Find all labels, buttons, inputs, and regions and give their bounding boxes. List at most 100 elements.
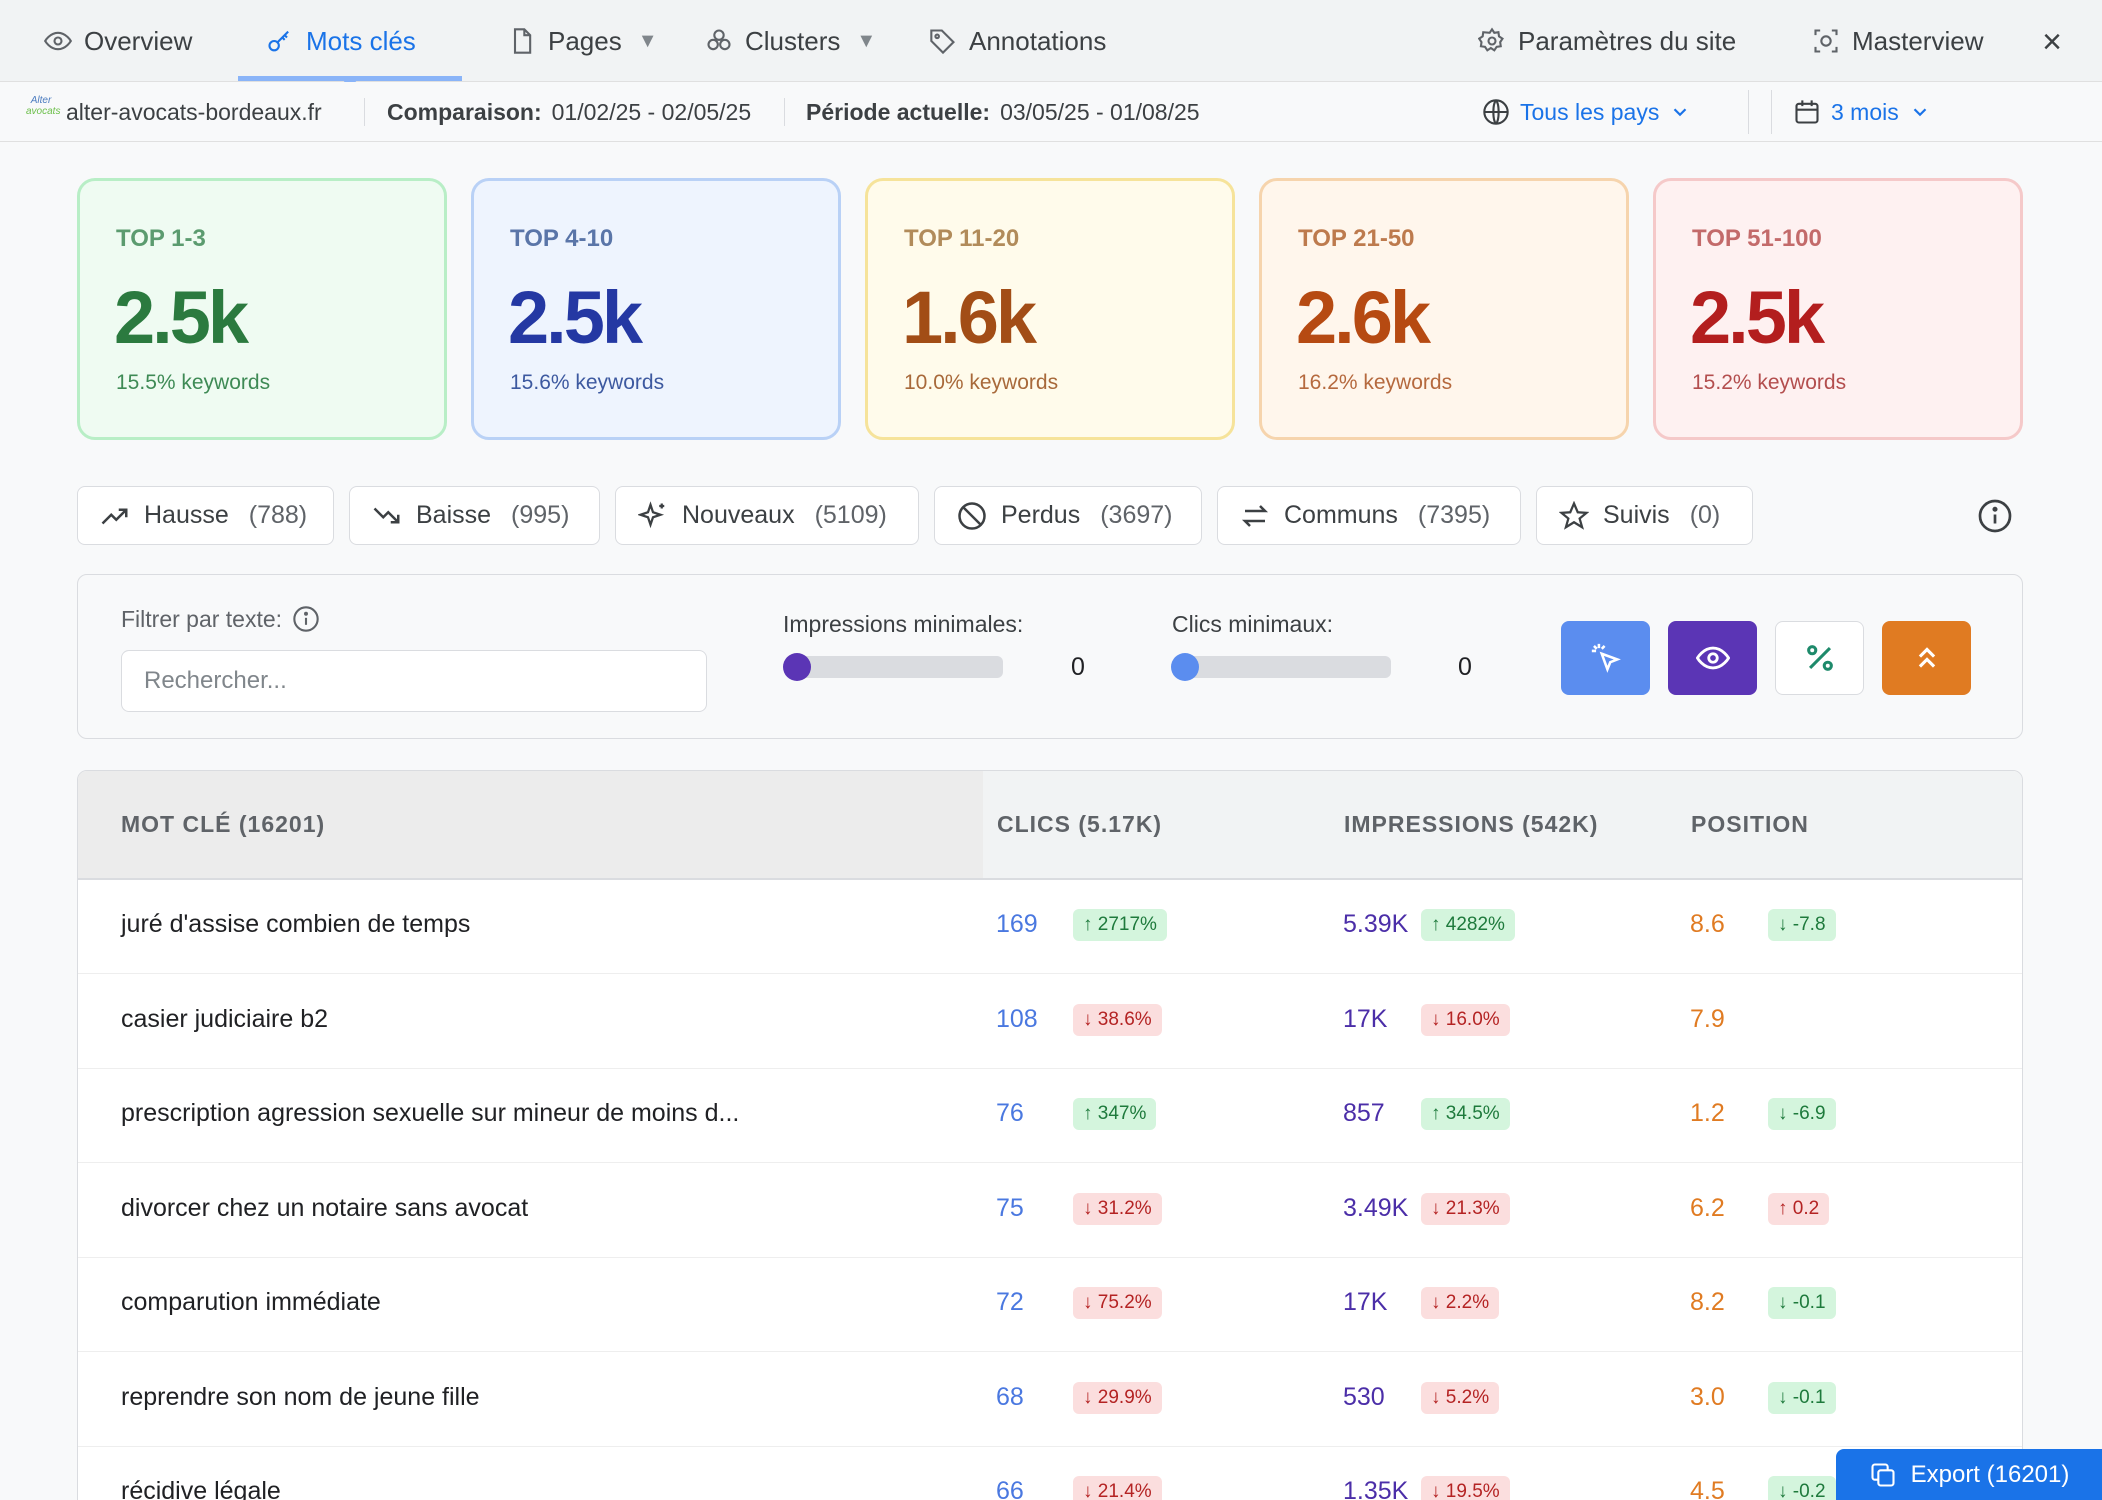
position-value: 4.5 [1690,1477,1725,1500]
tab-overview[interactable]: Overview [44,0,192,82]
keyword-cell: comparution immédiate [121,1288,381,1316]
percent-icon [1806,645,1833,671]
top-navigation: Overview Mots clés Pages ▼ Clusters ▼ An… [0,0,2102,89]
sparkles-icon [638,500,665,528]
tab-pages[interactable]: Pages ▼ [508,0,658,82]
card-label: TOP 4-10 [510,225,614,252]
caret-down-icon: ▼ [637,29,658,52]
copy-icon [1871,1462,1895,1487]
chip-count: (3697) [1100,501,1173,529]
position-metric-button[interactable] [1882,621,1971,695]
stat-card-top-21-50[interactable]: TOP 21-50 2.6k 16.2% keywords [1259,178,1629,440]
header-position[interactable]: POSITION [1691,811,1809,837]
tab-annotations[interactable]: Annotations [929,0,1106,82]
clicks-value: 75 [996,1193,1024,1222]
export-button[interactable]: Export (16201) [1836,1449,2102,1500]
position-delta-badge: ↓ -6.9 [1768,1098,1836,1130]
export-label: Export (16201) [1910,1460,2070,1488]
stat-card-top-51-100[interactable]: TOP 51-100 2.5k 15.2% keywords [1653,178,2023,440]
impressions-value: 5.39K [1343,910,1409,938]
card-label: TOP 51-100 [1692,225,1822,252]
divider [1748,90,1749,134]
chip-perdus[interactable]: Perdus (3697) [934,486,1202,545]
close-icon[interactable]: × [2042,23,2062,61]
header-clicks[interactable]: CLICS (5.17K) [997,811,1163,837]
impressions-value: 0 [1071,653,1085,681]
clicks-delta-badge: ↑ 2717% [1073,909,1167,941]
period-selector[interactable]: 3 mois [1793,82,1931,142]
position-delta-badge: ↓ -7.8 [1768,909,1836,941]
tab-label: Overview [84,25,193,56]
stat-card-top-1-3[interactable]: TOP 1-3 2.5k 15.5% keywords [77,178,447,440]
site-logo: Alter avocats [26,95,61,117]
chip-hausse[interactable]: Hausse (788) [77,486,334,545]
table-row[interactable]: reprendre son nom de jeune fille 68 ↓ 29.9… [78,1353,2022,1447]
comparison-range: 01/02/25 - 02/05/25 [551,98,752,125]
card-value: 2.6k [1296,276,1431,359]
impressions-delta-badge: ↓ 16.0% [1421,1003,1510,1036]
site-settings-button[interactable]: Paramètres du site [1478,0,1736,82]
chip-count: (0) [1689,501,1721,529]
clicks-delta-badge: ↓ 31.2% [1073,1192,1162,1225]
keyword-cell: récidive légale [121,1477,281,1500]
header-keyword[interactable]: MOT CLÉ (16201) [121,811,326,837]
current-period: Période actuelle: 03/05/25 - 01/08/25 [806,82,1200,142]
clicks-delta-badge: ↓ 21.4% [1073,1476,1162,1500]
info-icon[interactable] [292,605,320,633]
position-value: 1.2 [1690,1099,1725,1127]
header-impressions[interactable]: IMPRESSIONS (542K) [1344,811,1599,837]
card-subtitle: 15.5% keywords [116,371,271,394]
country-selector[interactable]: Tous les pays [1482,82,1691,142]
position-delta-badge: ↑ 0.2 [1768,1192,1830,1225]
table-header: MOT CLÉ (16201) CLICS (5.17K) IMPRESSION… [78,771,2022,880]
trending-up-icon [101,508,128,524]
site-indicator: Alter avocats alter-avocats-bordeaux.fr [26,82,322,142]
impressions-metric-button[interactable] [1668,621,1757,695]
chip-label: Communs [1284,501,1398,529]
table-row[interactable]: comparution immédiate 72 ↓ 75.2% 17K ↓ 2.2% 8… [78,1258,2022,1352]
table-row[interactable]: récidive légale 66 ↓ 21.4% 1.35K ↓ 19.5% 4.5 ↓… [78,1447,2022,1500]
star-icon [1559,500,1589,530]
card-value: 2.5k [1690,276,1825,359]
tab-clusters[interactable]: Clusters ▼ [705,0,876,82]
chip-count: (995) [511,501,570,529]
info-icon[interactable] [1977,498,2013,534]
chip-label: Nouveaux [682,501,795,529]
chip-suivis[interactable]: Suivis (0) [1536,486,1753,545]
table-row[interactable]: casier judiciaire b2 108 ↓ 38.6% 17K ↓ 16.0%… [78,975,2022,1069]
impressions-value: 857 [1343,1099,1385,1127]
current-label: Période actuelle: [806,98,991,125]
chip-communs[interactable]: Communs (7395) [1217,486,1521,545]
clicks-slider[interactable] [1171,653,1391,681]
masterview-button[interactable]: Masterview [1812,0,1983,82]
percent-metric-button[interactable] [1775,621,1864,695]
chip-baisse[interactable]: Baisse (995) [349,486,600,545]
current-range: 03/05/25 - 01/08/25 [1000,98,1200,125]
slider-handle[interactable] [1171,653,1199,681]
table-row[interactable]: prescription agression sexuelle sur mine… [78,1069,2022,1163]
slider-handle[interactable] [783,653,811,681]
tab-mots-cles[interactable]: Mots clés [266,0,416,82]
table-row[interactable]: juré d'assise combien de temps 169 ↑ 2717%… [78,880,2022,974]
impressions-value: 17K [1343,1288,1388,1316]
table-row[interactable]: divorcer chez un notaire sans avocat 75 ↓ … [78,1164,2022,1258]
card-label: TOP 11-20 [904,225,1020,252]
impressions-slider[interactable] [783,653,1003,681]
caret-down-icon: ▼ [856,29,877,52]
keyword-cell: divorcer chez un notaire sans avocat [121,1193,529,1222]
search-input[interactable] [121,650,707,712]
impressions-delta-badge: ↑ 34.5% [1421,1098,1510,1130]
impressions-delta-badge: ↓ 19.5% [1421,1476,1510,1500]
clicks-metric-button[interactable] [1561,621,1650,695]
masterview-icon [1814,29,1838,53]
clicks-value: 0 [1458,653,1472,681]
chip-label: Suivis [1603,501,1670,529]
country-label: Tous les pays [1520,98,1660,125]
stat-card-top-4-10[interactable]: TOP 4-10 2.5k 15.6% keywords [471,178,841,440]
trending-down-icon [373,507,400,523]
chip-nouveaux[interactable]: Nouveaux (5109) [615,486,919,545]
impressions-filter-label: Impressions minimales: [783,611,1024,637]
gear-icon [1478,27,1504,52]
stat-card-top-11-20[interactable]: TOP 11-20 1.6k 10.0% keywords [865,178,1235,440]
filter-panel: Filtrer par texte: Impressions minimales… [77,574,2023,739]
